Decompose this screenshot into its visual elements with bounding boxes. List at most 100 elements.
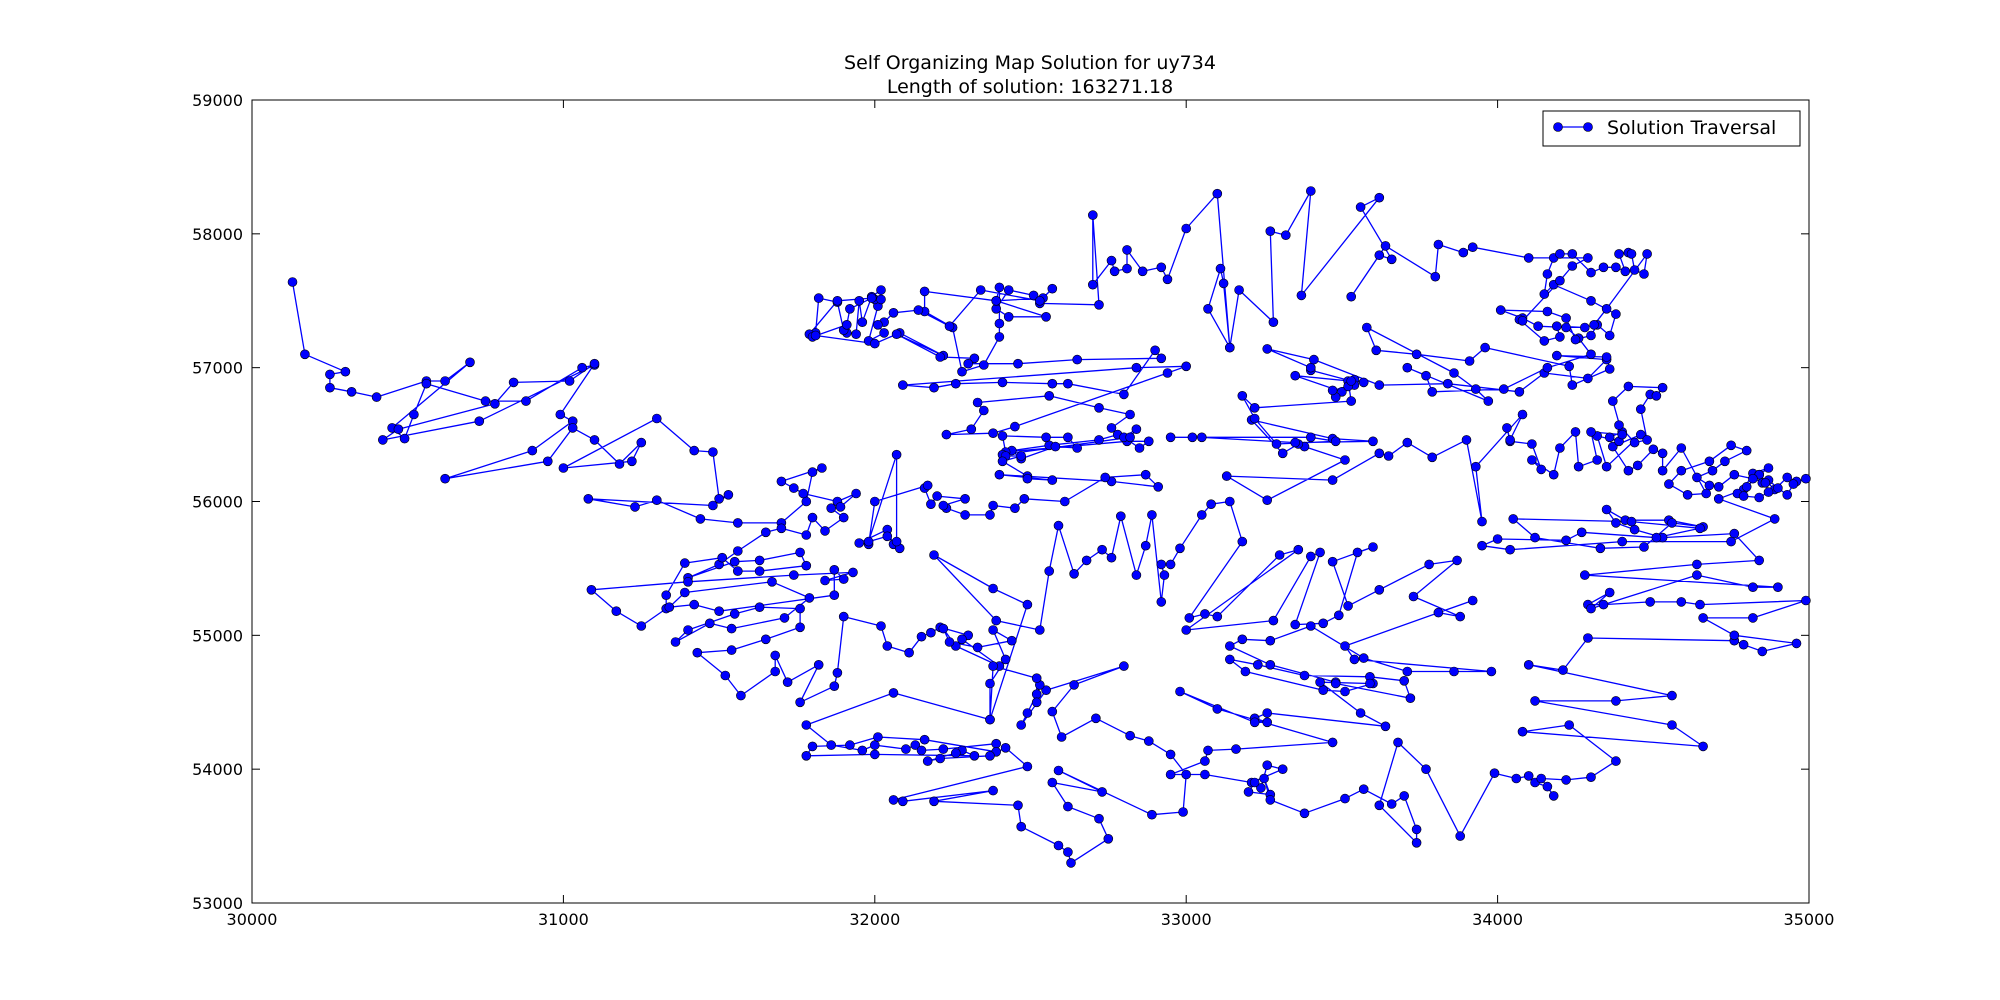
data-point (726, 623, 737, 634)
data-point (300, 349, 310, 360)
data-point (935, 753, 946, 764)
data-point (583, 493, 594, 504)
data-point (1340, 455, 1350, 465)
data-point (1527, 455, 1537, 465)
data-point (1598, 599, 1609, 610)
data-point (1405, 693, 1416, 704)
plot-area (251, 99, 1810, 904)
data-point (1262, 717, 1272, 728)
data-point (851, 488, 861, 499)
data-point (1031, 697, 1042, 708)
data-point (1471, 384, 1481, 394)
data-point (1748, 613, 1758, 623)
data-point (801, 530, 812, 540)
data-point (1374, 448, 1385, 459)
data-point (1162, 368, 1173, 378)
data-point (1016, 821, 1027, 832)
y-tick-label: 57000 (192, 359, 243, 378)
data-point (377, 435, 388, 445)
data-point (1147, 809, 1157, 820)
data-point (1642, 249, 1652, 259)
data-point (876, 285, 886, 295)
data-point (1249, 413, 1260, 424)
data-point (1053, 840, 1064, 851)
data-point (717, 552, 728, 563)
data-point (1695, 599, 1705, 610)
data-point (1514, 386, 1525, 397)
data-point (1031, 689, 1042, 700)
data-point (857, 317, 868, 328)
data-point (1626, 249, 1637, 259)
data-point (1455, 831, 1465, 841)
data-point (1530, 696, 1540, 706)
y-tick-label: 56000 (192, 493, 243, 512)
data-point (1648, 444, 1659, 455)
data-point (1268, 317, 1279, 328)
data-point (820, 526, 830, 536)
data-point (440, 376, 450, 386)
data-point (1374, 800, 1385, 811)
data-point (788, 570, 799, 580)
data-point (941, 429, 952, 440)
data-point (969, 353, 980, 364)
data-point (997, 456, 1008, 467)
data-point (776, 523, 787, 534)
data-point (997, 377, 1008, 388)
data-point (1608, 441, 1618, 452)
data-point (1754, 555, 1764, 566)
data-point (1156, 262, 1167, 273)
data-point (1358, 377, 1369, 388)
data-point (1639, 542, 1649, 552)
data-point (1713, 493, 1724, 504)
data-point (1629, 265, 1640, 275)
data-point (1306, 432, 1316, 443)
data-point (1601, 352, 1612, 362)
data-point (1031, 673, 1042, 684)
data-point (1629, 524, 1640, 535)
data-point (835, 502, 846, 512)
data-point (1657, 382, 1668, 393)
data-point (1253, 659, 1263, 670)
data-point (963, 358, 974, 369)
data-point (1552, 350, 1562, 361)
data-point (929, 796, 939, 807)
data-point (1069, 680, 1079, 690)
data-point (779, 613, 790, 623)
data-point (869, 338, 880, 349)
data-point (689, 445, 700, 456)
data-point (888, 688, 899, 698)
data-point (287, 277, 298, 287)
data-point (938, 500, 949, 511)
data-point (1072, 354, 1082, 365)
data-point (1511, 773, 1522, 784)
data-point (636, 621, 647, 631)
data-point (760, 634, 771, 645)
data-point (1035, 295, 1045, 306)
data-point (1153, 481, 1163, 492)
data-point (1542, 306, 1553, 317)
data-point (1334, 610, 1344, 621)
data-point (1352, 547, 1363, 558)
data-point (916, 631, 927, 642)
data-point (614, 459, 625, 469)
data-point (1374, 250, 1385, 260)
data-point (564, 376, 575, 386)
data-point (1225, 496, 1235, 507)
data-point (1203, 303, 1213, 314)
legend-marker (1583, 122, 1593, 132)
data-point (922, 756, 933, 766)
data-point (1022, 599, 1033, 610)
data-point (1449, 368, 1459, 378)
data-point (1763, 487, 1774, 497)
data-point (1788, 479, 1799, 489)
data-point (1197, 432, 1207, 443)
data-point (978, 405, 989, 416)
data-point (1483, 396, 1494, 406)
data-point (891, 536, 902, 547)
data-point (854, 295, 865, 306)
axis-ticks: 30000 31000 32000 33000 34000 35000 53000 54000… (192, 91, 1834, 929)
data-point (1362, 322, 1372, 333)
data-point (1542, 362, 1553, 373)
data-point (1567, 380, 1578, 390)
data-point (1109, 266, 1120, 277)
